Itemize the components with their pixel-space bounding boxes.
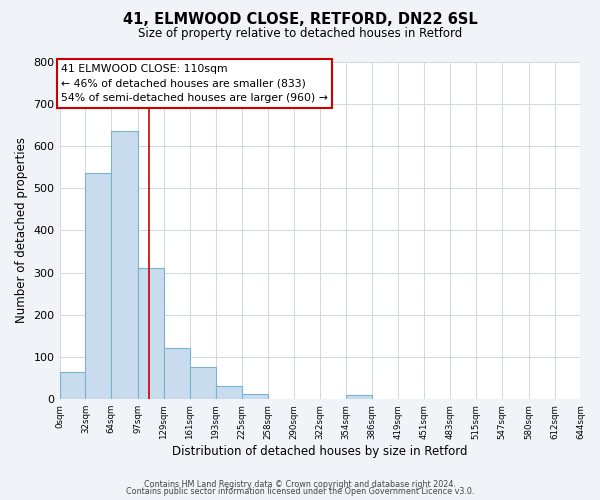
Bar — [242, 394, 268, 399]
Text: 41, ELMWOOD CLOSE, RETFORD, DN22 6SL: 41, ELMWOOD CLOSE, RETFORD, DN22 6SL — [122, 12, 478, 28]
Bar — [346, 395, 372, 399]
Bar — [215, 386, 242, 399]
Text: Size of property relative to detached houses in Retford: Size of property relative to detached ho… — [138, 28, 462, 40]
Bar — [59, 372, 85, 399]
Bar — [112, 131, 138, 399]
Bar — [164, 348, 190, 399]
Bar — [138, 268, 164, 399]
Text: 41 ELMWOOD CLOSE: 110sqm
← 46% of detached houses are smaller (833)
54% of semi-: 41 ELMWOOD CLOSE: 110sqm ← 46% of detach… — [61, 64, 328, 103]
Bar — [190, 366, 215, 399]
Bar — [85, 174, 112, 399]
Text: Contains HM Land Registry data © Crown copyright and database right 2024.: Contains HM Land Registry data © Crown c… — [144, 480, 456, 489]
Y-axis label: Number of detached properties: Number of detached properties — [15, 138, 28, 324]
Text: Contains public sector information licensed under the Open Government Licence v3: Contains public sector information licen… — [126, 487, 474, 496]
X-axis label: Distribution of detached houses by size in Retford: Distribution of detached houses by size … — [172, 444, 468, 458]
